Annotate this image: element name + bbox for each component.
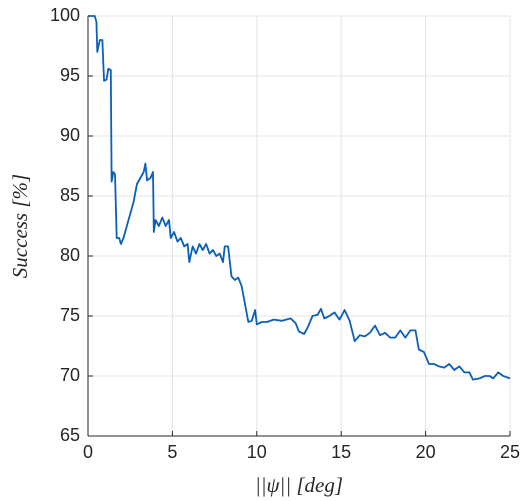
y-axis-label: Success [%] xyxy=(8,174,32,278)
x-tick-label: 25 xyxy=(500,442,520,462)
x-tick-label: 0 xyxy=(83,442,93,462)
y-tick-label: 70 xyxy=(60,365,80,385)
y-tick-label: 65 xyxy=(60,425,80,445)
data-line xyxy=(88,15,511,381)
y-tick-label: 95 xyxy=(60,65,80,85)
x-tick-label: 10 xyxy=(247,442,267,462)
x-tick-label: 15 xyxy=(331,442,351,462)
y-tick-label: 75 xyxy=(60,305,80,325)
y-tick-label: 90 xyxy=(60,125,80,145)
x-tick-label: 20 xyxy=(416,442,436,462)
y-tick-label: 80 xyxy=(60,245,80,265)
y-tick-label: 100 xyxy=(50,5,80,25)
y-tick-label: 85 xyxy=(60,185,80,205)
x-tick-label: 5 xyxy=(167,442,177,462)
x-axis-label: ||ψ|| [deg] xyxy=(255,473,343,497)
